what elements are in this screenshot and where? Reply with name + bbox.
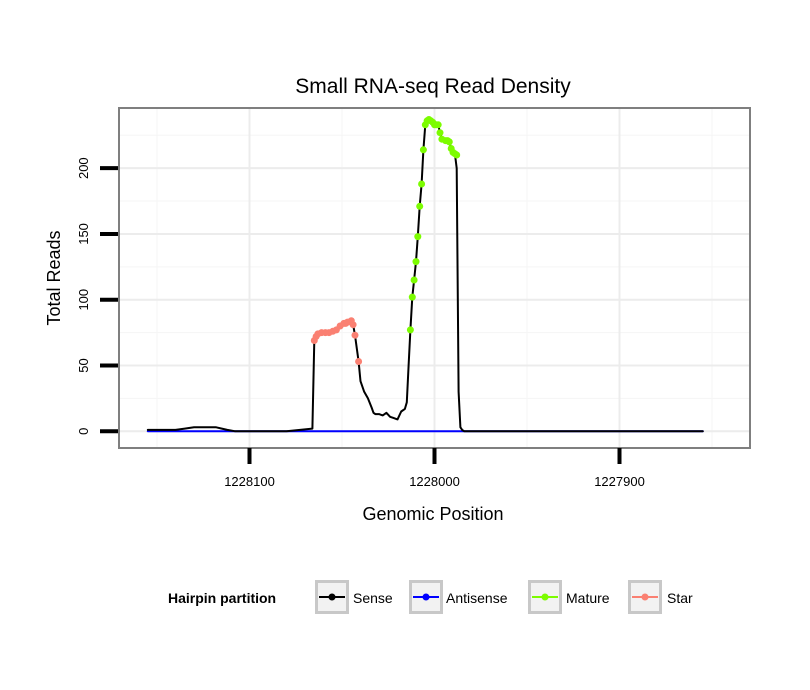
x-tick-label: 1228000 (409, 474, 460, 489)
legend-item-star: Star (628, 580, 693, 614)
legend-key-point-mature (541, 593, 549, 601)
legend-title: Hairpin partition (168, 590, 276, 606)
y-tick-label: 200 (76, 157, 91, 179)
y-tick-label: 150 (76, 223, 91, 245)
data-point-mature (418, 180, 426, 188)
x-tick-label: 1228100 (224, 474, 275, 489)
data-point-mature (416, 202, 424, 210)
y-tick-label: 100 (76, 289, 91, 311)
data-point-mature (419, 146, 427, 154)
chart-title: Small RNA-seq Read Density (295, 75, 571, 98)
legend-label-sense: Sense (353, 590, 393, 606)
data-point-mature (410, 276, 418, 284)
data-point-mature (406, 326, 414, 334)
legend-key-point-antisense (422, 593, 430, 601)
legend-label-star: Star (667, 590, 693, 606)
data-point-star (355, 358, 363, 365)
data-point-mature (453, 151, 461, 159)
data-point-star (349, 321, 357, 329)
axes: 1228100 1228000 1227900 0 50 100 150 200 (76, 157, 645, 489)
legend: Hairpin partition Sense Antisense Mature St… (168, 580, 693, 614)
data-point-mature (408, 293, 416, 301)
legend-label-mature: Mature (566, 590, 610, 606)
data-point-mature (434, 121, 442, 129)
data-point-mature (436, 129, 444, 137)
data-point-mature (414, 233, 422, 241)
y-axis-title: Total Reads (44, 230, 64, 325)
legend-key-point-star (641, 593, 649, 601)
x-axis-title: Genomic Position (362, 504, 503, 524)
legend-key-point-sense (328, 593, 336, 601)
y-tick-label: 50 (76, 358, 91, 372)
y-tick-label: 0 (76, 428, 91, 435)
data-point-mature (445, 138, 453, 146)
x-tick-label: 1227900 (594, 474, 645, 489)
series-layer (146, 116, 704, 433)
legend-item-mature: Mature (528, 580, 610, 614)
data-point-mature (412, 258, 420, 266)
legend-item-sense: Sense (315, 580, 393, 614)
legend-item-antisense: Antisense (409, 580, 508, 614)
data-point-star (351, 331, 359, 339)
legend-label-antisense: Antisense (446, 590, 508, 606)
